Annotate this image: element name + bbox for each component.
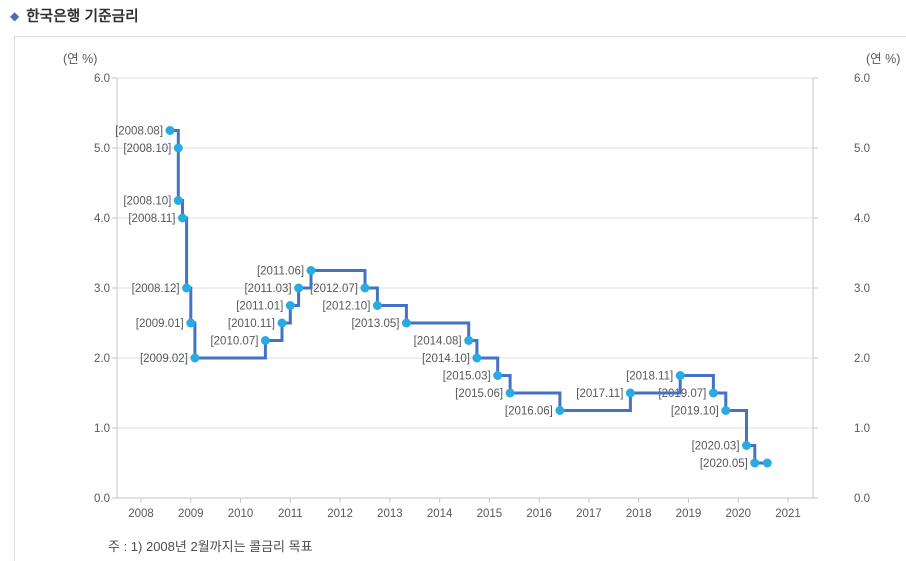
data-point — [464, 336, 474, 345]
chart-panel — [14, 36, 906, 561]
data-point — [708, 388, 718, 398]
data-point — [372, 301, 382, 310]
data-point-label: [2011.03] — [244, 283, 291, 295]
data-point — [721, 406, 731, 415]
y-tick-label-right: 4.0 — [854, 213, 870, 225]
data-point-label: [2014.10] — [422, 353, 470, 365]
data-point — [277, 318, 287, 328]
data-point — [401, 318, 411, 328]
y-tick-label-right: 6.0 — [854, 73, 870, 85]
x-tick-label: 2016 — [526, 508, 552, 520]
data-point-label: [2008.11] — [128, 213, 175, 225]
y-tick-label-left: 3.0 — [94, 283, 110, 295]
data-point-label: [2008.10] — [123, 196, 171, 208]
y-tick-label-right: 2.0 — [854, 353, 870, 365]
x-tick-label: 2021 — [775, 508, 801, 520]
data-point — [173, 143, 183, 153]
data-point-label: [2011.06] — [257, 266, 304, 278]
data-point-label: [2011.01] — [236, 301, 283, 313]
footnote: 주 : 1) 2008년 2월까지는 콜금리 목표 — [108, 539, 313, 554]
data-point-label: [2009.02] — [140, 353, 188, 365]
x-tick-label: 2017 — [576, 508, 602, 520]
data-point-label: [2015.06] — [455, 388, 503, 400]
data-point-label: [2010.07] — [210, 336, 258, 348]
data-point-label: [2019.07] — [658, 388, 706, 400]
x-tick-label: 2012 — [327, 508, 353, 520]
data-point — [190, 353, 200, 363]
y-tick-label-right: 1.0 — [854, 423, 870, 435]
data-point — [750, 458, 760, 468]
data-point-label: [2020.05] — [700, 458, 748, 470]
y-tick-label-right: 5.0 — [854, 143, 870, 155]
page-title-row: ◆ 한국은행 기준금리 — [10, 5, 139, 26]
data-point — [472, 353, 482, 363]
data-point — [742, 441, 751, 450]
data-point — [493, 371, 503, 380]
data-point-label: [2019.10] — [671, 406, 719, 418]
data-point — [186, 318, 196, 328]
data-point — [505, 388, 515, 398]
data-point-label: [2014.08] — [414, 336, 462, 348]
data-point-label: [2020.03] — [692, 441, 740, 453]
data-point-label: [2016.06] — [505, 406, 553, 418]
y-tick-label-left: 5.0 — [94, 143, 110, 155]
x-tick-label: 2010 — [228, 508, 254, 520]
data-point — [165, 126, 175, 135]
page-title: 한국은행 기준금리 — [26, 9, 139, 25]
data-point — [260, 336, 270, 345]
data-point — [675, 371, 685, 380]
data-point-label: [2017.11] — [576, 388, 623, 400]
data-point-label: [2008.10] — [123, 143, 171, 155]
data-point-label: [2010.11] — [228, 318, 275, 330]
data-point-label: [2008.08] — [115, 126, 163, 138]
y-axis-unit-left: (연 %) — [63, 52, 98, 66]
y-tick-label-right: 0.0 — [854, 493, 870, 505]
x-tick-label: 2020 — [725, 508, 751, 520]
data-point — [178, 213, 187, 223]
x-tick-label: 2009 — [178, 508, 204, 520]
x-tick-label: 2018 — [626, 508, 652, 520]
data-point-label: [2018.11] — [626, 371, 673, 383]
data-point — [625, 388, 635, 398]
data-point — [555, 406, 565, 415]
data-point-label: [2012.07] — [310, 283, 358, 295]
x-tick-label: 2011 — [278, 508, 303, 520]
y-tick-label-right: 3.0 — [854, 283, 870, 295]
x-tick-label: 2013 — [377, 508, 403, 520]
data-point — [762, 458, 772, 468]
x-tick-label: 2008 — [128, 508, 154, 520]
data-point-label: [2013.05] — [351, 318, 399, 330]
y-tick-label-left: 6.0 — [94, 73, 110, 85]
data-point — [360, 283, 370, 293]
y-tick-label-left: 2.0 — [94, 353, 110, 365]
y-axis-unit-right: (연 %) — [866, 52, 901, 66]
data-point-label: [2009.01] — [136, 318, 184, 330]
y-tick-label-left: 4.0 — [94, 213, 110, 225]
y-tick-label-left: 1.0 — [94, 423, 110, 435]
data-point-label: [2012.10] — [322, 301, 370, 313]
x-tick-label: 2015 — [477, 508, 503, 520]
data-point — [182, 283, 192, 293]
data-point — [306, 266, 316, 275]
data-point-label: [2015.03] — [443, 371, 491, 383]
data-point — [285, 301, 295, 310]
data-point — [294, 283, 304, 293]
diamond-bullet-icon: ◆ — [10, 8, 20, 23]
x-tick-label: 2014 — [427, 508, 453, 520]
data-point-label: [2008.12] — [132, 283, 180, 295]
y-tick-label-left: 0.0 — [94, 493, 110, 505]
x-tick-label: 2019 — [676, 508, 702, 520]
data-point — [173, 196, 183, 205]
